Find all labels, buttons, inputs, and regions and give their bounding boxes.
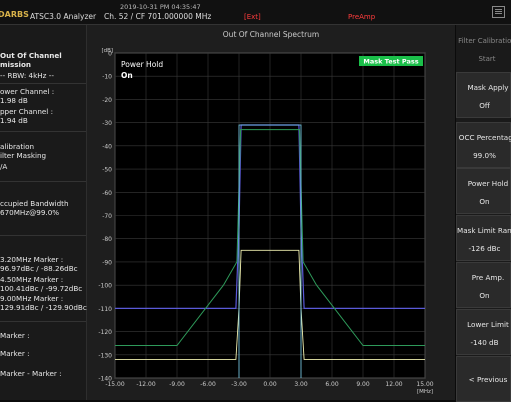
y-tick-label: -140 <box>98 376 112 383</box>
spectrum-chart[interactable]: 0 -10 -20 -30 -40 -50 -60 -70 -80 -90 -100 -110 -120… <box>87 41 455 400</box>
calibration-label: alibration <box>0 142 35 151</box>
softkey-panel: Filter Calibration Start Mask Apply Off OC… <box>456 25 511 402</box>
plot-title: Out Of Channel Spectrum <box>222 30 320 39</box>
softkey-value: Off <box>479 101 490 110</box>
y-tick-label: -100 <box>98 283 112 290</box>
divider <box>0 131 86 132</box>
divider <box>0 235 86 236</box>
divider <box>0 181 86 182</box>
x-tick-label: 0.00 <box>263 381 277 388</box>
x-tick-label: -3.00 <box>231 381 247 388</box>
filter-masking-value: /A <box>0 162 8 171</box>
occupied-bw-value: 670MHz@99.0% <box>0 208 60 217</box>
y-tick-label: -30 <box>102 120 112 127</box>
softkey-title: Pre Amp. <box>471 273 505 282</box>
top-bar: DARBS 2019-10-31 PM 04:35:47 ATSC3.0 Ana… <box>0 0 511 25</box>
softkey-occ-percentage[interactable]: OCC Percentage 99.0% <box>456 122 511 168</box>
filter-calibration-label: Filter Calibration <box>458 37 511 45</box>
x-tick-label: 6.00 <box>325 381 339 388</box>
delta-marker-label: Marker : <box>0 349 30 358</box>
softkey-mask-apply[interactable]: Mask Apply Off <box>456 72 511 118</box>
preamp-indicator: PreAmp <box>348 13 376 21</box>
menu-icon[interactable] <box>492 6 505 18</box>
app-name: ATSC3.0 Analyzer <box>30 12 97 21</box>
rbw-label: -- RBW: 4kHz -- <box>0 71 54 80</box>
channel-info: Ch. 52 / CF 701.000000 MHz <box>104 12 212 21</box>
softkey-value: On <box>479 197 490 206</box>
mask-line <box>115 129 425 346</box>
softkey-title: Power Hold <box>467 179 509 188</box>
x-tick-label: -6.00 <box>200 381 216 388</box>
datetime: 2019-10-31 PM 04:35:47 <box>120 3 201 11</box>
power-hold-label: Power Hold <box>121 60 163 69</box>
ext-indicator: [Ext] <box>244 13 261 21</box>
lower-channel-label: ower Channel : <box>0 87 55 96</box>
divider <box>0 83 86 84</box>
marker-3-label: 9.00MHz Marker : <box>0 294 64 303</box>
y-tick-label: -80 <box>102 236 112 243</box>
min-hold-trace <box>115 249 425 360</box>
mask-test-badge-label: Mask Test Pass <box>363 58 418 66</box>
brand-logo: DARBS <box>0 10 29 19</box>
power-hold-trace <box>238 124 302 378</box>
divider <box>0 321 86 322</box>
softkey-title: OCC Percentage <box>458 133 511 142</box>
marker-2-value: 100.41dBc / -99.72dBc <box>0 284 83 293</box>
softkey-value: 99.0% <box>473 151 496 160</box>
y-tick-label: -20 <box>102 97 112 104</box>
y-tick-label: -10 <box>102 74 112 81</box>
y-tick-label: 0 <box>108 51 112 58</box>
y-tick-label: -90 <box>102 259 112 266</box>
x-tick-label: -15.00 <box>105 381 125 388</box>
y-tick-label: -130 <box>98 352 112 359</box>
x-tick-label: 15.00 <box>416 381 433 388</box>
softkey-pre-amp[interactable]: Pre Amp. On <box>456 262 511 308</box>
upper-channel-label: pper Channel : <box>0 107 54 116</box>
softkey-power-hold[interactable]: Power Hold On <box>456 168 511 214</box>
y-unit-label: [dB] <box>101 48 113 54</box>
marker-1-label: 3.20MHz Marker : <box>0 255 64 264</box>
marker-marker-label: Marker - Marker : <box>0 369 62 378</box>
marker-3-value: 129.91dBc / -129.90dBc <box>0 303 87 312</box>
start-button[interactable]: Start <box>478 55 496 63</box>
x-tick-label: 9.00 <box>356 381 370 388</box>
x-tick-label: 12.00 <box>385 381 402 388</box>
y-tick-label: -70 <box>102 213 112 220</box>
y-tick-label: -50 <box>102 167 112 174</box>
marker-label: Marker : <box>0 331 30 340</box>
softkey-previous[interactable]: < Previous <box>456 356 511 402</box>
y-tick-label: -40 <box>102 143 112 150</box>
softkey-value: -126 dBc <box>468 244 501 253</box>
mask-test-badge <box>359 56 423 66</box>
y-tick-label: -120 <box>98 329 112 336</box>
y-tick-label: -60 <box>102 190 112 197</box>
x-unit-label: [MHz] <box>417 389 433 395</box>
marker-1-value: 96.97dBc / -88.26dBc <box>0 264 78 273</box>
softkey-title: Mask Limit Range <box>457 226 511 235</box>
lower-channel-value: 1.98 dB <box>0 96 28 105</box>
softkey-title: Lower Limit <box>467 320 509 329</box>
softkey-title: Mask Apply <box>467 83 509 92</box>
power-hold-value: On <box>121 71 133 80</box>
softkey-value: -140 dB <box>470 338 499 347</box>
x-tick-label: 3.00 <box>294 381 308 388</box>
occupied-bw-label: ccupied Bandwidth <box>0 199 69 208</box>
meas-title-line2: mission <box>0 60 32 69</box>
upper-channel-value: 1.94 dB <box>0 116 28 125</box>
spectrum-plot-panel: Out Of Channel Spectrum 0 -10 -20 -30 -40 -50… <box>87 25 455 400</box>
measurement-panel: Out Of Channel mission -- RBW: 4kHz -- o… <box>0 25 87 400</box>
filter-masking-label: ilter Masking <box>0 151 47 160</box>
meas-title-line1: Out Of Channel <box>0 51 62 60</box>
softkey-value: On <box>479 291 490 300</box>
y-tick-label: -110 <box>98 306 112 313</box>
marker-2-label: 4.50MHz Marker : <box>0 275 64 284</box>
softkey-mask-limit-range[interactable]: Mask Limit Range -126 dBc <box>456 215 511 261</box>
x-tick-label: -9.00 <box>169 381 185 388</box>
softkey-title: < Previous <box>468 375 508 384</box>
softkey-lower-limit[interactable]: Lower Limit -140 dB <box>456 309 511 355</box>
x-tick-label: -12.00 <box>136 381 156 388</box>
